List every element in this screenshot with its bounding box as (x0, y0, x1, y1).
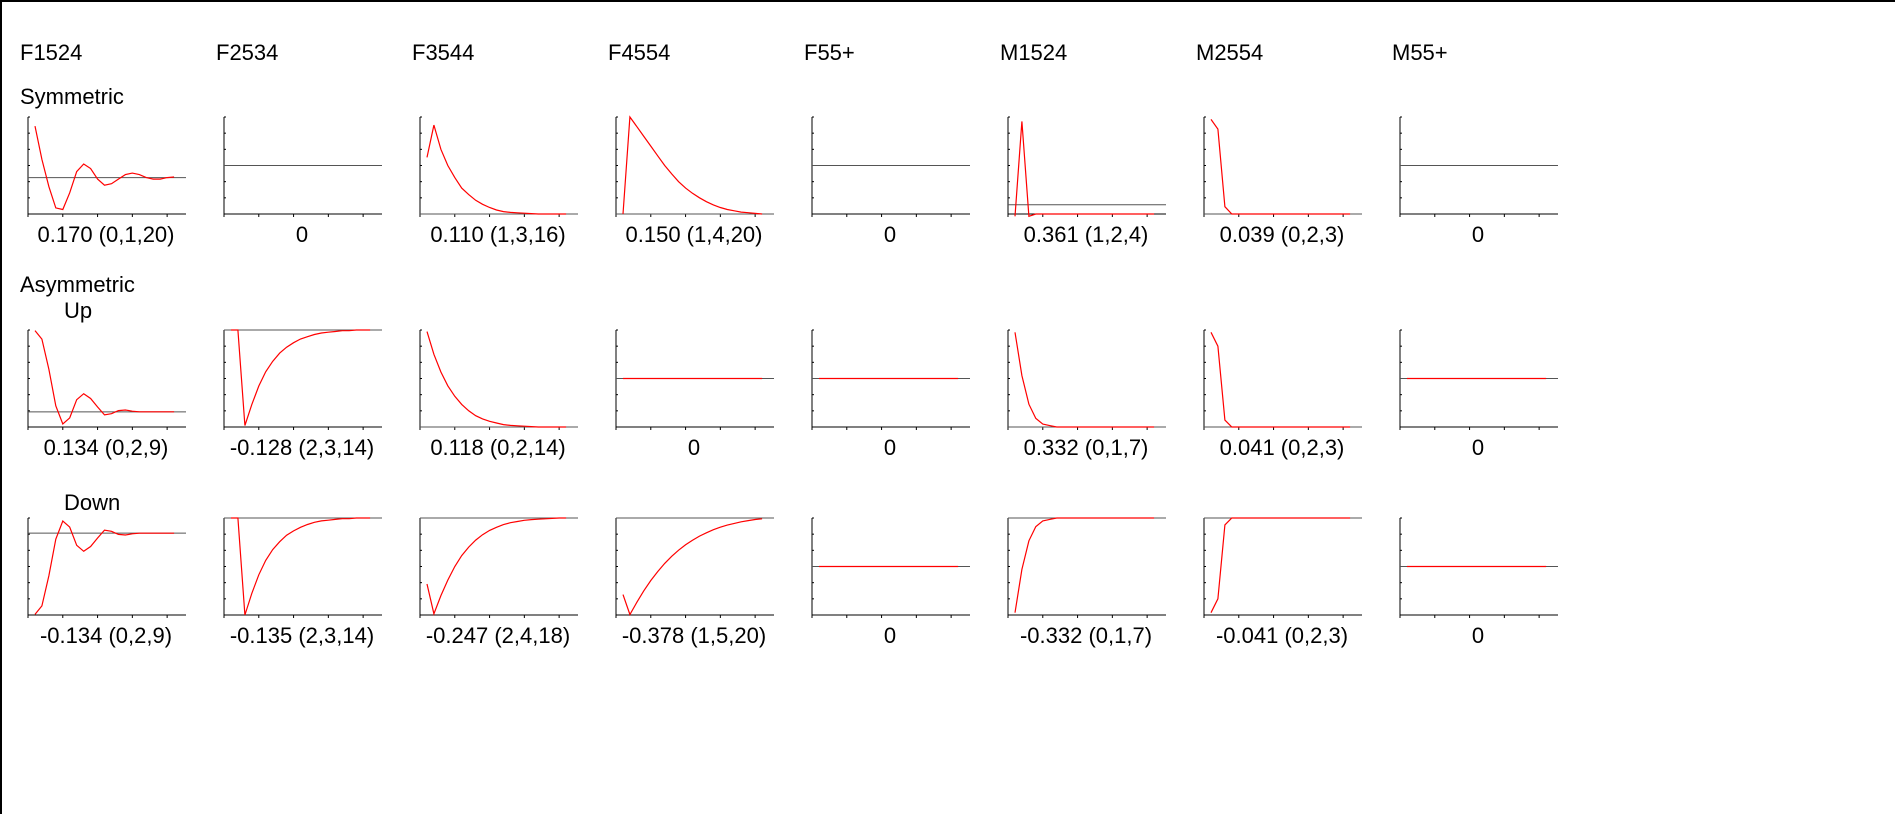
series-line (426, 124, 567, 215)
mini-chart-symmetric-f1524 (27, 116, 186, 217)
column-header-f3544: F3544 (412, 40, 475, 65)
mini-chart-symmetric-m1524 (1007, 116, 1166, 218)
column-header-f2534: F2534 (216, 40, 279, 65)
column-header-m1524: M1524 (1000, 40, 1068, 65)
column-header-f55plus: F55+ (804, 40, 855, 65)
column-header-m55plus: M55+ (1392, 40, 1448, 65)
caption-down-f55plus: 0 (883, 623, 897, 648)
caption-down-m55plus: 0 (1471, 623, 1485, 648)
row-label-up: Up (64, 298, 93, 323)
caption-symmetric-m55plus: 0 (1471, 222, 1485, 247)
mini-chart-symmetric-f3544 (419, 116, 578, 217)
caption-symmetric-m1524: 0.361 (1,2,4) (1023, 222, 1149, 247)
mini-chart-symmetric-f55plus (811, 116, 970, 217)
caption-down-f3544: -0.247 (2,4,18) (425, 623, 571, 648)
series-line (1210, 517, 1351, 613)
series-line (34, 125, 175, 211)
caption-up-f3544: 0.118 (0,2,14) (430, 435, 566, 460)
row-label-down: Down (64, 490, 121, 515)
mini-chart-down-f3544 (419, 517, 578, 618)
caption-up-f55plus: 0 (883, 435, 897, 460)
caption-up-f2534: -0.128 (2,3,14) (229, 435, 375, 460)
caption-symmetric-m2554: 0.039 (0,2,3) (1219, 222, 1345, 247)
caption-down-f4554: -0.378 (1,5,20) (621, 623, 767, 648)
mini-chart-symmetric-m2554 (1203, 116, 1362, 217)
series-line (426, 517, 567, 616)
caption-down-m1524: -0.332 (0,1,7) (1019, 623, 1153, 648)
mini-chart-symmetric-f4554 (615, 115, 774, 217)
caption-down-m2554: -0.041 (0,2,3) (1215, 623, 1349, 648)
mini-chart-down-f1524 (27, 517, 186, 618)
mini-chart-up-f2534 (223, 329, 382, 430)
mini-chart-up-f55plus (811, 329, 970, 430)
mini-chart-up-f3544 (419, 329, 578, 430)
series-line (1210, 119, 1351, 215)
mini-chart-down-m2554 (1203, 517, 1362, 618)
mini-chart-down-m1524 (1007, 517, 1166, 618)
caption-up-m1524: 0.332 (0,1,7) (1023, 435, 1149, 460)
series-line (231, 329, 371, 426)
caption-symmetric-f3544: 0.110 (1,3,16) (430, 222, 566, 247)
mini-chart-up-m55plus (1399, 329, 1558, 430)
column-header-f1524: F1524 (20, 40, 83, 65)
mini-chart-down-f55plus (811, 517, 970, 618)
column-header-m2554: M2554 (1196, 40, 1264, 65)
series-line (231, 517, 371, 616)
mini-chart-symmetric-f2534 (223, 116, 382, 217)
mini-chart-up-f4554 (615, 329, 774, 430)
mini-chart-up-m1524 (1007, 329, 1166, 430)
caption-down-f2534: -0.135 (2,3,14) (229, 623, 375, 648)
caption-symmetric-f4554: 0.150 (1,4,20) (625, 222, 763, 247)
series-line (1014, 332, 1155, 428)
caption-up-m55plus: 0 (1471, 435, 1485, 460)
mini-chart-down-f4554 (615, 517, 774, 618)
caption-down-f1524: -0.134 (0,2,9) (39, 623, 173, 648)
row-label-asymmetric: Asymmetric (20, 272, 135, 297)
caption-up-f1524: 0.134 (0,2,9) (43, 435, 169, 460)
mini-chart-up-f1524 (27, 329, 186, 430)
column-header-f4554: F4554 (608, 40, 671, 65)
series-line (1014, 517, 1155, 613)
series-line (622, 115, 763, 215)
caption-up-m2554: 0.041 (0,2,3) (1219, 435, 1345, 460)
mini-chart-down-f2534 (223, 517, 382, 618)
caption-symmetric-f1524: 0.170 (0,1,20) (37, 222, 175, 247)
row-label-symmetric: Symmetric (20, 84, 124, 109)
mini-chart-up-m2554 (1203, 329, 1362, 430)
caption-symmetric-f2534: 0 (295, 222, 309, 247)
series-line (34, 330, 175, 426)
caption-symmetric-f55plus: 0 (883, 222, 897, 247)
caption-up-f4554: 0 (687, 435, 701, 460)
series-line (426, 331, 567, 428)
mini-chart-symmetric-m55plus (1399, 116, 1558, 217)
series-line (622, 518, 763, 616)
series-line (1014, 121, 1155, 218)
mini-chart-down-m55plus (1399, 517, 1558, 618)
series-line (1210, 332, 1351, 428)
series-line (34, 519, 175, 615)
